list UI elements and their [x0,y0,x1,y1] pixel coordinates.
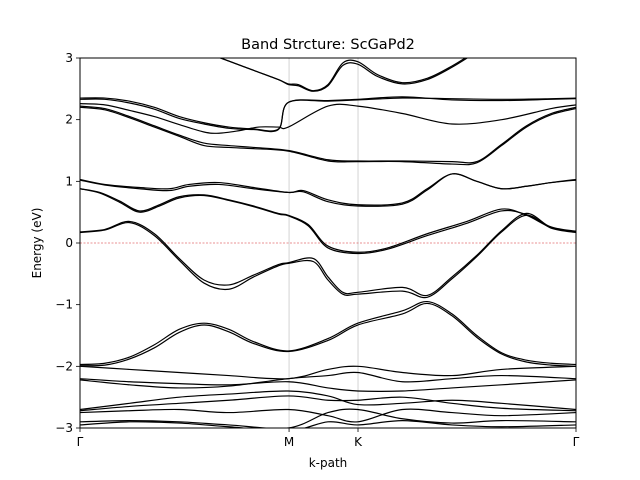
y-tick-label: −2 [55,359,73,373]
y-axis-ticks: −3 −2 −1 0 1 2 3 [55,51,80,435]
band-line [80,96,576,133]
band-lines [80,58,576,428]
chart-title: Band Strcture: ScGaPd2 [241,37,415,53]
y-tick-label: −3 [55,421,73,435]
band-line [80,365,576,380]
y-tick-label: 3 [65,51,73,65]
band-line [80,103,576,134]
band-line [80,395,576,412]
band-line [218,58,467,92]
band-line [80,390,576,411]
band-line [80,106,576,166]
y-tick-label: 0 [65,236,73,250]
y-tick-label: −1 [55,298,73,312]
x-tick-label: M [284,435,294,449]
band-line [80,300,576,366]
band-line [80,173,576,206]
band-line [80,408,576,423]
band-line [80,173,576,207]
band-line [80,378,576,392]
x-tick-label: K [354,435,363,449]
band-line [80,105,576,164]
x-tick-label: Γ [77,435,84,449]
band-line [80,302,576,367]
band-line [80,188,576,255]
band-line [80,419,576,428]
y-tick-label: 1 [65,174,73,188]
band-line [80,212,576,297]
band-line [80,214,576,299]
y-tick-label: 2 [65,113,73,127]
x-tick-label: Γ [573,435,580,449]
band-line [80,408,576,428]
x-axis-label: k-path [309,456,348,470]
y-axis-label: Energy (eV) [30,208,44,279]
band-line [80,371,576,389]
